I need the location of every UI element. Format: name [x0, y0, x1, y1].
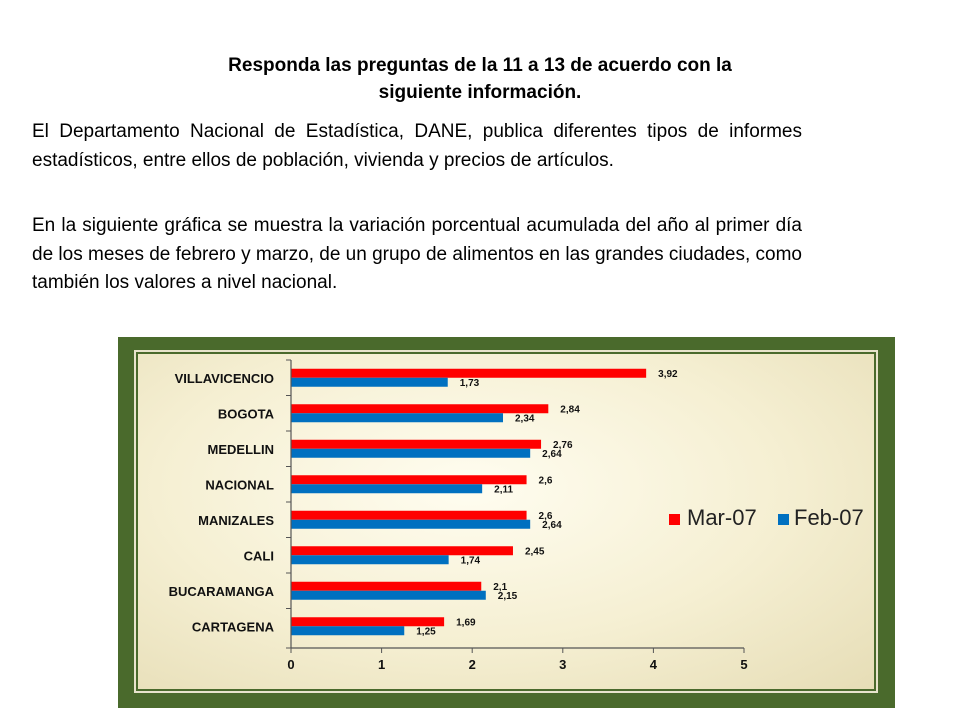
legend-swatch-feb-07 — [778, 514, 789, 525]
data-label: 2,6 — [539, 475, 553, 486]
category-label: BOGOTA — [218, 406, 275, 421]
data-label: 2,34 — [515, 413, 535, 424]
data-label: 2,64 — [542, 449, 562, 460]
data-label: 1,74 — [461, 555, 481, 566]
data-label: 1,73 — [460, 378, 480, 389]
category-label: CALI — [244, 548, 274, 563]
x-tick-label: 4 — [650, 657, 658, 672]
bar-feb-07 — [291, 448, 531, 458]
instructions-heading: Responda las preguntas de la 11 a 13 de … — [120, 52, 840, 106]
x-tick-label: 1 — [378, 657, 385, 672]
data-label: 2,45 — [525, 546, 545, 557]
category-label: CARTAGENA — [192, 619, 275, 634]
bar-feb-07 — [291, 519, 531, 529]
category-label: MEDELLIN — [208, 442, 274, 457]
category-label: MANIZALES — [198, 513, 274, 528]
data-label: 2,76 — [553, 440, 573, 451]
bar-feb-07 — [291, 590, 486, 600]
x-tick-label: 0 — [287, 657, 294, 672]
data-label: 1,69 — [456, 617, 476, 628]
bar-mar-07 — [291, 475, 527, 485]
bar-feb-07 — [291, 377, 448, 387]
bar-feb-07 — [291, 413, 504, 423]
bar-mar-07 — [291, 368, 647, 378]
bar-mar-07 — [291, 404, 549, 414]
chart-description-paragraph: En la siguiente gráfica se muestra la va… — [32, 215, 802, 293]
data-label: 2,1 — [493, 582, 507, 593]
bar-mar-07 — [291, 546, 513, 556]
x-tick-label: 3 — [559, 657, 566, 672]
bar-feb-07 — [291, 555, 449, 565]
data-label: 2,64 — [542, 520, 562, 531]
data-label: 2,84 — [560, 404, 580, 415]
data-label: 2,11 — [494, 484, 513, 495]
bar-feb-07 — [291, 484, 483, 494]
bar-mar-07 — [291, 439, 542, 449]
heading-line-2: siguiente información. — [378, 82, 582, 103]
heading-line-1: Responda las preguntas de la 11 a 13 de … — [228, 55, 732, 76]
legend-label-feb-07: Feb-07 — [794, 505, 864, 530]
bar-chart: VILLAVICENCIO 3,92 1,73 BOGOTA 2,84 2,34 MEDEL… — [169, 359, 864, 672]
bar-mar-07 — [291, 510, 527, 520]
data-label: 2,15 — [498, 591, 518, 602]
bar-mar-07 — [291, 581, 482, 591]
category-label: BUCARAMANGA — [169, 584, 275, 599]
bar-mar-07 — [291, 617, 445, 627]
legend-swatch-mar-07 — [669, 514, 680, 525]
category-label: NACIONAL — [205, 477, 274, 492]
bar-feb-07 — [291, 626, 405, 636]
x-tick-label: 5 — [740, 657, 747, 672]
data-label: 1,25 — [416, 626, 436, 637]
data-label: 2,6 — [539, 511, 553, 522]
category-label: VILLAVICENCIO — [175, 371, 274, 386]
chart-frame-border — [134, 350, 878, 693]
x-tick-label: 2 — [469, 657, 476, 672]
intro-paragraph: El Departamento Nacional de Estadística,… — [32, 121, 802, 171]
legend-label-mar-07: Mar-07 — [687, 505, 757, 530]
data-label: 3,92 — [658, 369, 678, 380]
